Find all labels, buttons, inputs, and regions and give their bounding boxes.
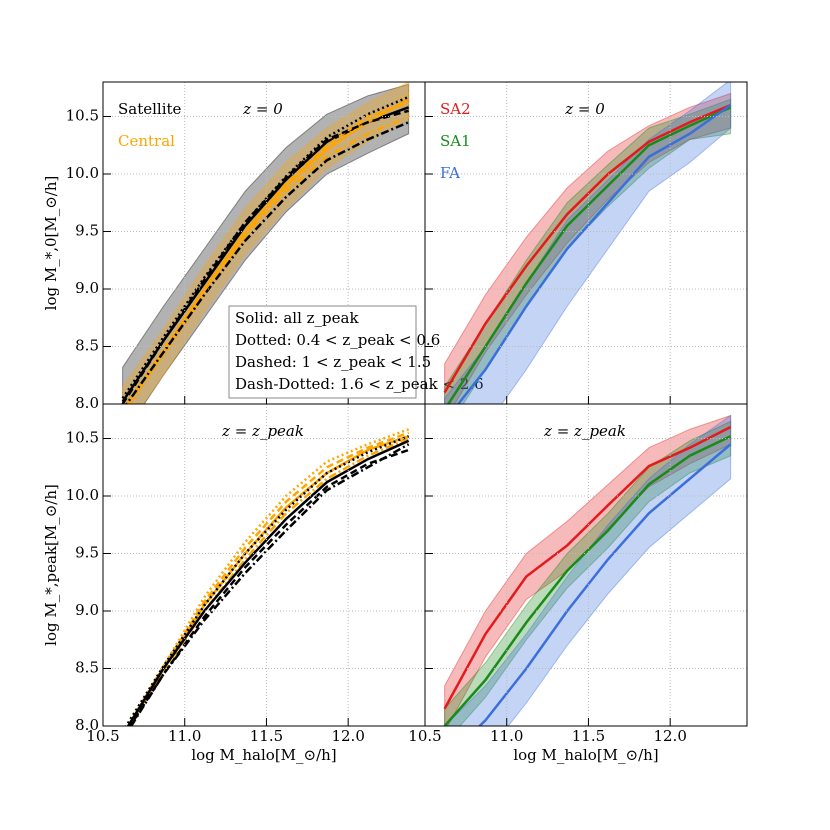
legend-label: SA1 [440,132,471,150]
x-tick-label: 10.5 [408,727,441,745]
legend-label: Solid: all z_peak [235,309,359,327]
line [127,435,410,726]
line [121,95,410,399]
y-tick-label: 10.5 [66,107,99,125]
annotation: z = z_peak [543,422,626,440]
x-tick-label: 11.0 [168,727,201,745]
x-tick-label: 12.0 [331,727,364,745]
x-tick-label: 11.5 [572,727,605,745]
y-axis-label: log M_*,peak[M_⊙/h] [42,484,60,646]
plot-area [443,414,732,726]
line [126,439,410,726]
legend-label: Dash-Dotted: 1.6 < z_peak < 2.6 [235,375,484,393]
legend-box [228,305,417,399]
legend-label: SA2 [440,100,471,118]
line [443,103,732,394]
line [443,435,732,726]
band [444,420,732,726]
x-tick-label: 12.0 [653,727,686,745]
frame [424,403,748,727]
y-tick-label: 9.0 [75,601,99,619]
x-tick-label: 11.0 [490,727,523,745]
band [122,82,410,404]
plot-area [443,82,732,404]
line [446,106,732,404]
plot-area [124,428,410,726]
line [127,431,410,726]
x-tick-label: 11.5 [250,727,283,745]
y-tick-label: 10.0 [66,164,99,182]
y-tick-label: 8.5 [75,337,99,355]
band [444,82,732,404]
x-axis-label: log M_halo[M_⊙/h] [191,746,336,764]
y-tick-label: 9.5 [75,222,99,240]
line [129,437,410,726]
annotation: z = 0 [242,100,283,118]
y-tick-label: 9.5 [75,544,99,562]
line [126,428,410,726]
line [124,435,410,726]
y-tick-label: 9.0 [75,279,99,297]
y-axis-label: log M_*,0[M_⊙/h] [42,176,60,311]
legend-label: Dashed: 1 < z_peak < 1.5 [235,353,431,371]
band [122,83,410,404]
legend-label: Satellite [118,100,182,118]
band [444,414,732,726]
line [126,101,410,404]
line [125,121,410,404]
line [128,448,410,726]
x-axis-label: log M_halo[M_⊙/h] [513,746,658,764]
legend: Solid: all z_peak Dotted: 0.4 < z_peak < … [228,305,484,399]
legend-label: FA [440,164,460,182]
x-tick-label: 10.5 [86,727,119,745]
legend-label: Central [118,132,175,150]
y-tick-label: 8.5 [75,659,99,677]
annotation: z = 0 [564,100,605,118]
y-tick-label: 10.5 [66,429,99,447]
line [456,103,732,404]
annotation: z = z_peak [221,422,304,440]
y-tick-label: 8.0 [75,394,99,412]
line [129,443,410,726]
line [443,425,732,710]
y-tick-label: 8.0 [75,716,99,734]
plot-area [121,82,410,404]
legend-label: Dotted: 0.4 < z_peak < 0.6 [235,331,440,349]
y-tick-label: 10.0 [66,486,99,504]
line [477,443,732,726]
